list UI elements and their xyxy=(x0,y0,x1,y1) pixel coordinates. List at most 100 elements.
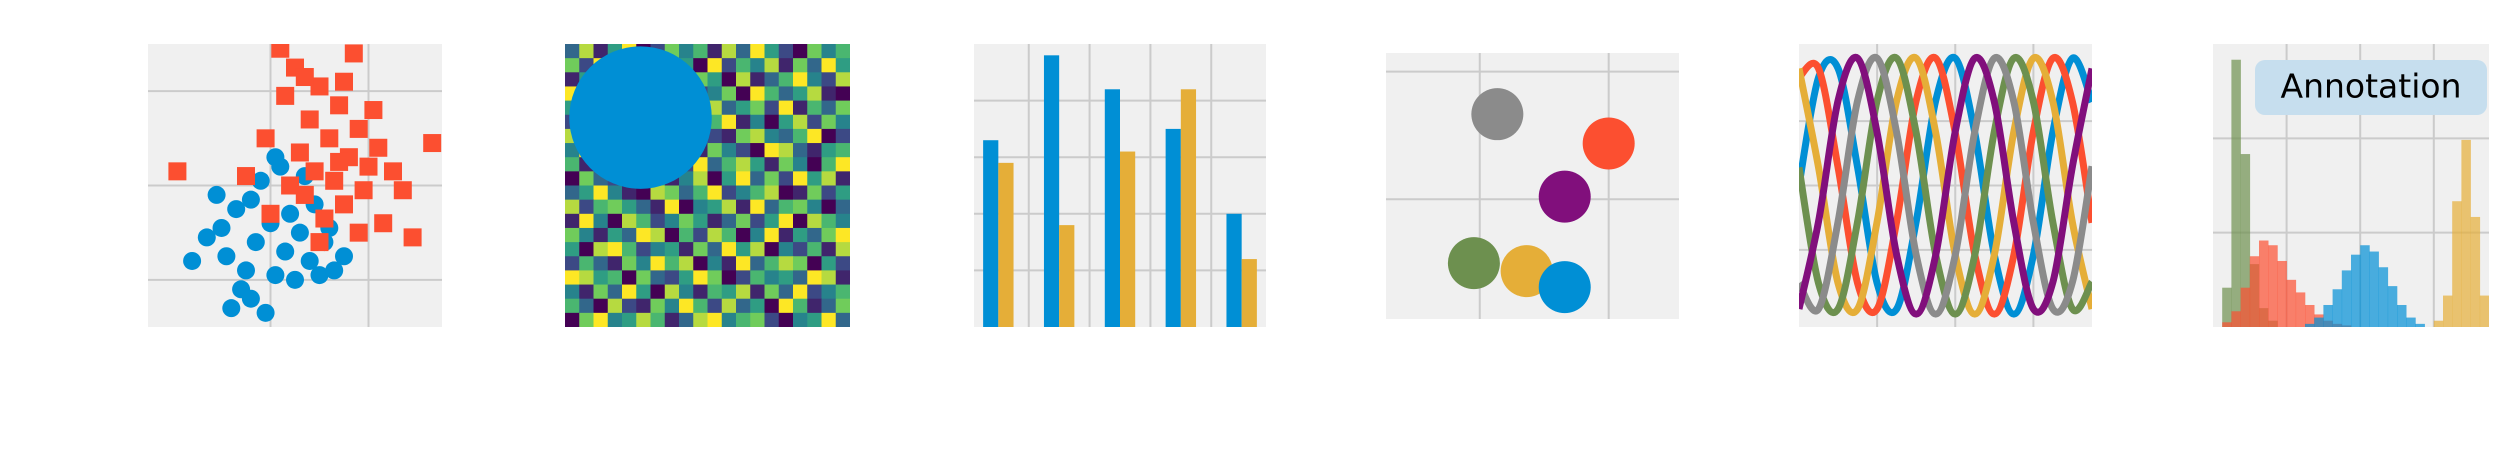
heatmap-cell xyxy=(750,256,765,271)
heatmap-cell xyxy=(721,256,737,271)
heatmap-cell xyxy=(707,58,723,73)
marker xyxy=(320,129,339,148)
heatmap-cell xyxy=(721,114,737,130)
plot-area xyxy=(983,55,1257,327)
subplot xyxy=(1799,44,2092,327)
heatmap-cell xyxy=(835,86,850,102)
heatmap-cell xyxy=(721,199,737,215)
heatmap-cell xyxy=(750,128,765,144)
heatmap-cell xyxy=(835,72,850,87)
heatmap-cell xyxy=(750,298,765,314)
marker xyxy=(403,228,422,247)
heatmap-cell xyxy=(736,227,751,243)
marker xyxy=(349,119,368,138)
heatmap-cell xyxy=(721,312,737,327)
heatmap-cell xyxy=(793,128,808,144)
plot-area xyxy=(1799,53,2092,318)
heatmap-cell xyxy=(679,213,694,229)
subplot xyxy=(1386,53,1679,319)
heatmap-cell xyxy=(707,143,723,158)
histogram-bar xyxy=(2415,323,2425,327)
heatmap-cell xyxy=(721,227,737,243)
marker xyxy=(197,228,216,247)
heatmap-cell xyxy=(622,213,637,229)
heatmap-cell xyxy=(736,312,751,327)
marker xyxy=(369,138,388,157)
histogram-bar xyxy=(2369,251,2379,327)
heatmap-cell xyxy=(778,213,794,229)
heatmap-cell xyxy=(807,270,822,286)
heatmap-cell xyxy=(793,157,808,172)
heatmap-cell xyxy=(664,213,680,229)
heatmap-cell xyxy=(778,72,794,87)
heatmap-cell xyxy=(778,86,794,102)
marker xyxy=(295,68,314,87)
heatmap-cell xyxy=(750,227,765,243)
heatmap-cell xyxy=(835,312,850,327)
heatmap-cell xyxy=(707,312,723,327)
heatmap-cell xyxy=(793,256,808,271)
heatmap-cell xyxy=(707,284,723,300)
heatmap-cell xyxy=(793,199,808,215)
heatmap-cell xyxy=(565,256,580,271)
annotation-box xyxy=(2255,60,2487,115)
histogram-bar xyxy=(2443,295,2453,327)
marker xyxy=(1582,117,1635,170)
heatmap-cell xyxy=(650,213,666,229)
heatmap-cell xyxy=(707,185,723,201)
heatmap-cell xyxy=(835,185,850,201)
heatmap-cell xyxy=(750,157,765,172)
heatmap-cell xyxy=(664,312,680,327)
heatmap-cell xyxy=(835,171,850,186)
heatmap-cell xyxy=(750,213,765,229)
heatmap-cell xyxy=(650,227,666,243)
heatmap-cell xyxy=(707,298,723,314)
marker xyxy=(310,266,329,285)
heatmap-cell xyxy=(579,213,594,229)
heatmap-cell xyxy=(764,312,780,327)
heatmap-cell xyxy=(636,284,651,300)
heatmap-cell xyxy=(835,157,850,172)
marker xyxy=(344,44,363,63)
plot-area xyxy=(2222,59,2489,327)
heatmap-cell xyxy=(622,185,637,201)
heatmap-cell xyxy=(707,256,723,271)
heatmap-cell xyxy=(764,86,780,102)
marker xyxy=(276,242,295,261)
heatmap-cell xyxy=(622,199,637,215)
heatmap-cell xyxy=(807,284,822,300)
bar xyxy=(998,162,1014,327)
heatmap-cell xyxy=(607,242,623,257)
bar xyxy=(1104,89,1120,327)
line xyxy=(1799,53,2092,318)
heatmap-cell xyxy=(835,199,850,215)
heatmap-cell xyxy=(807,114,822,130)
heatmap-cell xyxy=(835,256,850,271)
bar xyxy=(1241,259,1257,327)
heatmap-cell xyxy=(750,185,765,201)
histogram-bar xyxy=(2360,245,2370,327)
heatmap-cell xyxy=(579,256,594,271)
heatmap-cell xyxy=(736,284,751,300)
heatmap-cell xyxy=(579,242,594,257)
heatmap-cell xyxy=(607,284,623,300)
heatmap-cell xyxy=(679,227,694,243)
heatmap-cell xyxy=(636,227,651,243)
histogram-bar xyxy=(2222,287,2232,327)
heatmap-cell xyxy=(764,284,780,300)
heatmap-cell xyxy=(650,256,666,271)
heatmap-cell xyxy=(607,213,623,229)
heatmap-cell xyxy=(736,213,751,229)
heatmap-cell xyxy=(636,213,651,229)
heatmap-cell xyxy=(835,284,850,300)
marker xyxy=(168,162,187,181)
histogram-bar xyxy=(2286,279,2297,327)
heatmap-cell xyxy=(750,312,765,327)
heatmap-cell xyxy=(807,157,822,172)
heatmap-cell xyxy=(750,114,765,130)
heatmap-cell xyxy=(707,157,723,172)
heatmap-cell xyxy=(593,242,609,257)
heatmap-cell xyxy=(793,171,808,186)
heatmap-cell xyxy=(750,86,765,102)
heatmap-cell xyxy=(821,227,837,243)
